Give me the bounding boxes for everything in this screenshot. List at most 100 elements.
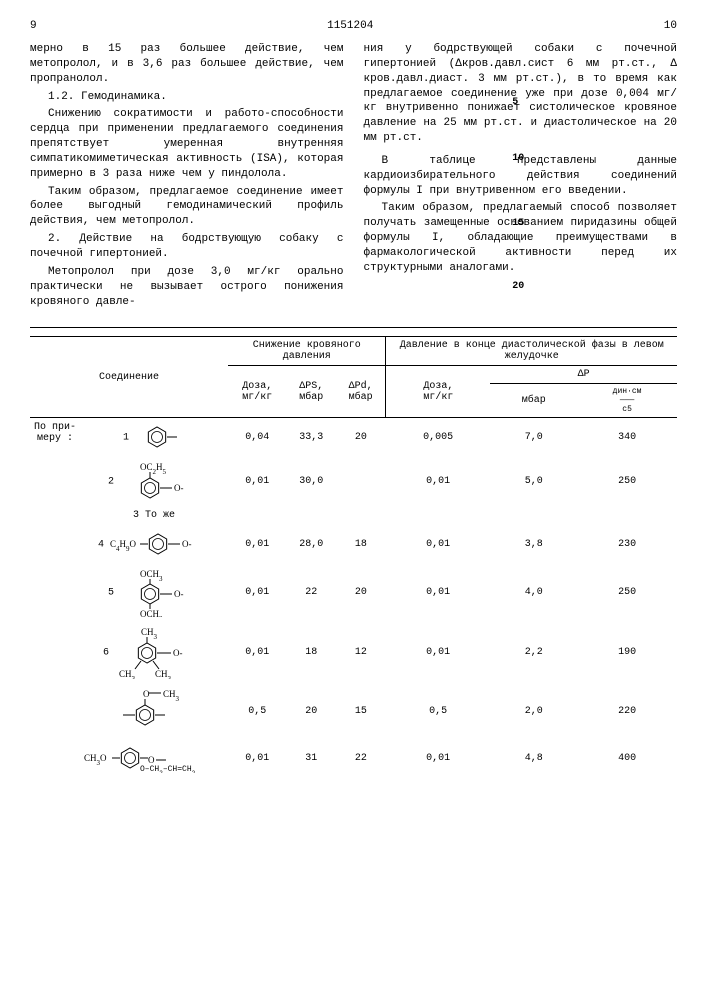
cell-dose2: 0,01 [386,525,490,563]
cell-dose1: 0,5 [228,683,287,739]
cell-dose2 [386,506,490,525]
cell-dose2: 0,5 [386,683,490,739]
th-unit: дин·см ——— с5 [577,384,677,418]
chem-structure-icon: CH3OOO–CH2–CH=CH2 [84,754,224,765]
svg-text:CH3: CH3 [141,627,158,641]
compound-cell: O CH3 [80,683,228,739]
cell-dps: 30,0 [287,456,336,506]
cell-dose1: 0,01 [228,456,287,506]
cell-dose2: 0,01 [386,456,490,506]
table-row: 4 C4H9OO-0,0128,0180,013,8230 [30,525,677,563]
data-table: Соединение Снижение кровяного давления Д… [30,336,677,777]
doc-number: 1151204 [37,20,664,32]
svg-text:O: O [148,755,155,765]
row-num: 5 [108,588,114,599]
table-row: 2 OC2H5O-0,0130,00,015,0250 [30,456,677,506]
svg-text:CH3: CH3 [163,689,180,703]
cell-dpd [336,456,386,506]
table-row: 3 То же [30,506,677,525]
cell-dose2: 0,01 [386,621,490,683]
table-row: OCH30,520150,52,0220 [30,683,677,739]
cell-dose1: 0,01 [228,525,287,563]
cell-dose1: 0,04 [228,418,287,457]
compound-cell: 1 [80,418,228,457]
line-marker: 15 [512,217,524,231]
th-dps: ΔPS, мбар [287,366,336,418]
para: 1.2. Гемодинамика. [30,90,344,105]
para: Метопролол при дозе 3,0 мг/кг орально пр… [30,265,344,310]
svg-text:OC2H5: OC2H5 [140,462,167,476]
line-marker: 10 [512,152,524,166]
cell-unit: 400 [577,739,677,777]
chem-structure-icon: OCH3 [109,707,199,718]
cell-mbar: 3,8 [490,525,577,563]
svg-text:CH3O: CH3O [84,753,107,767]
table-row: 6 CH3O-CH3CH30,0118120,012,2190 [30,621,677,683]
compound-cell: 6 CH3O-CH3CH3 [80,621,228,683]
compound-cell: 3 То же [80,506,228,525]
svg-text:O-: O- [174,589,184,599]
cell-unit [577,506,677,525]
th-compound: Соединение [30,337,228,418]
cell-dose1: 0,01 [228,621,287,683]
table-row: 5 OCH3O-OCH30,0122200,014,0250 [30,563,677,621]
cell-dose2: 0,01 [386,563,490,621]
cell-dose1: 0,01 [228,563,287,621]
th-dpd: ΔPd, мбар [336,366,386,418]
para: мерно в 15 раз большее действие, чем мет… [30,42,344,87]
svg-text:OCH3: OCH3 [140,569,163,583]
chem-structure-icon: C4H9OO- [110,540,210,551]
cell-mbar: 5,0 [490,456,577,506]
compound-cell: 2 OC2H5O- [80,456,228,506]
line-marker: 5 [512,96,518,110]
cell-dose2: 0,01 [386,739,490,777]
cell-unit: 190 [577,621,677,683]
row-num: 1 [123,433,129,444]
cell-dose1 [228,506,287,525]
cell-dose1: 0,01 [228,739,287,777]
th-mbar: мбар [490,384,577,418]
svg-text:O: O [143,689,150,699]
cell-dpd: 12 [336,621,386,683]
cell-dpd: 20 [336,418,386,457]
right-column: 5 10 15 20 ния у бодрствующей собаки с п… [364,42,678,312]
th-dose2: Доза, мг/кг [386,366,490,418]
chem-structure-icon [135,433,185,444]
row-prefix: По при- меру : [30,418,80,457]
cell-dps: 20 [287,683,336,739]
cell-dps: 28,0 [287,525,336,563]
cell-mbar: 2,0 [490,683,577,739]
th-group2: Давление в конце диастолической фазы в л… [386,337,677,366]
cell-unit: 230 [577,525,677,563]
para: Таким образом, предлагаемый способ позво… [364,201,678,275]
chem-structure-icon: OC2H5O- [120,477,200,488]
cell-dps: 33,3 [287,418,336,457]
para: Снижению сократимости и работо-способнос… [30,107,344,181]
svg-text:CH3: CH3 [119,669,136,679]
row-num: 3 [133,510,139,521]
para: ния у бодрствующей собаки с почечной гип… [364,42,678,146]
compound-cell: 4 C4H9OO- [80,525,228,563]
line-marker: 20 [512,280,524,294]
cell-dps: 31 [287,739,336,777]
left-column: мерно в 15 раз большее действие, чем мет… [30,42,344,312]
para: Таким образом, предлагаемое соединение и… [30,185,344,230]
svg-text:O-: O- [173,648,183,658]
row-num: 4 [98,540,104,551]
cell-mbar: 2,2 [490,621,577,683]
cell-dpd: 15 [336,683,386,739]
compound-label: То же [145,510,175,521]
cell-dpd: 18 [336,525,386,563]
svg-text:O-: O- [174,483,184,493]
cell-mbar: 4,8 [490,739,577,777]
cell-dps: 18 [287,621,336,683]
svg-text:C4H9O: C4H9O [110,539,137,553]
svg-text:O–CH2–CH=CH2: O–CH2–CH=CH2 [140,765,196,773]
text-columns: мерно в 15 раз большее действие, чем мет… [30,42,677,312]
cell-dpd: 22 [336,739,386,777]
cell-dpd: 20 [336,563,386,621]
cell-dps [287,506,336,525]
th-group1: Снижение кровяного давления [228,337,386,366]
cell-mbar: 4,0 [490,563,577,621]
cell-unit: 250 [577,456,677,506]
